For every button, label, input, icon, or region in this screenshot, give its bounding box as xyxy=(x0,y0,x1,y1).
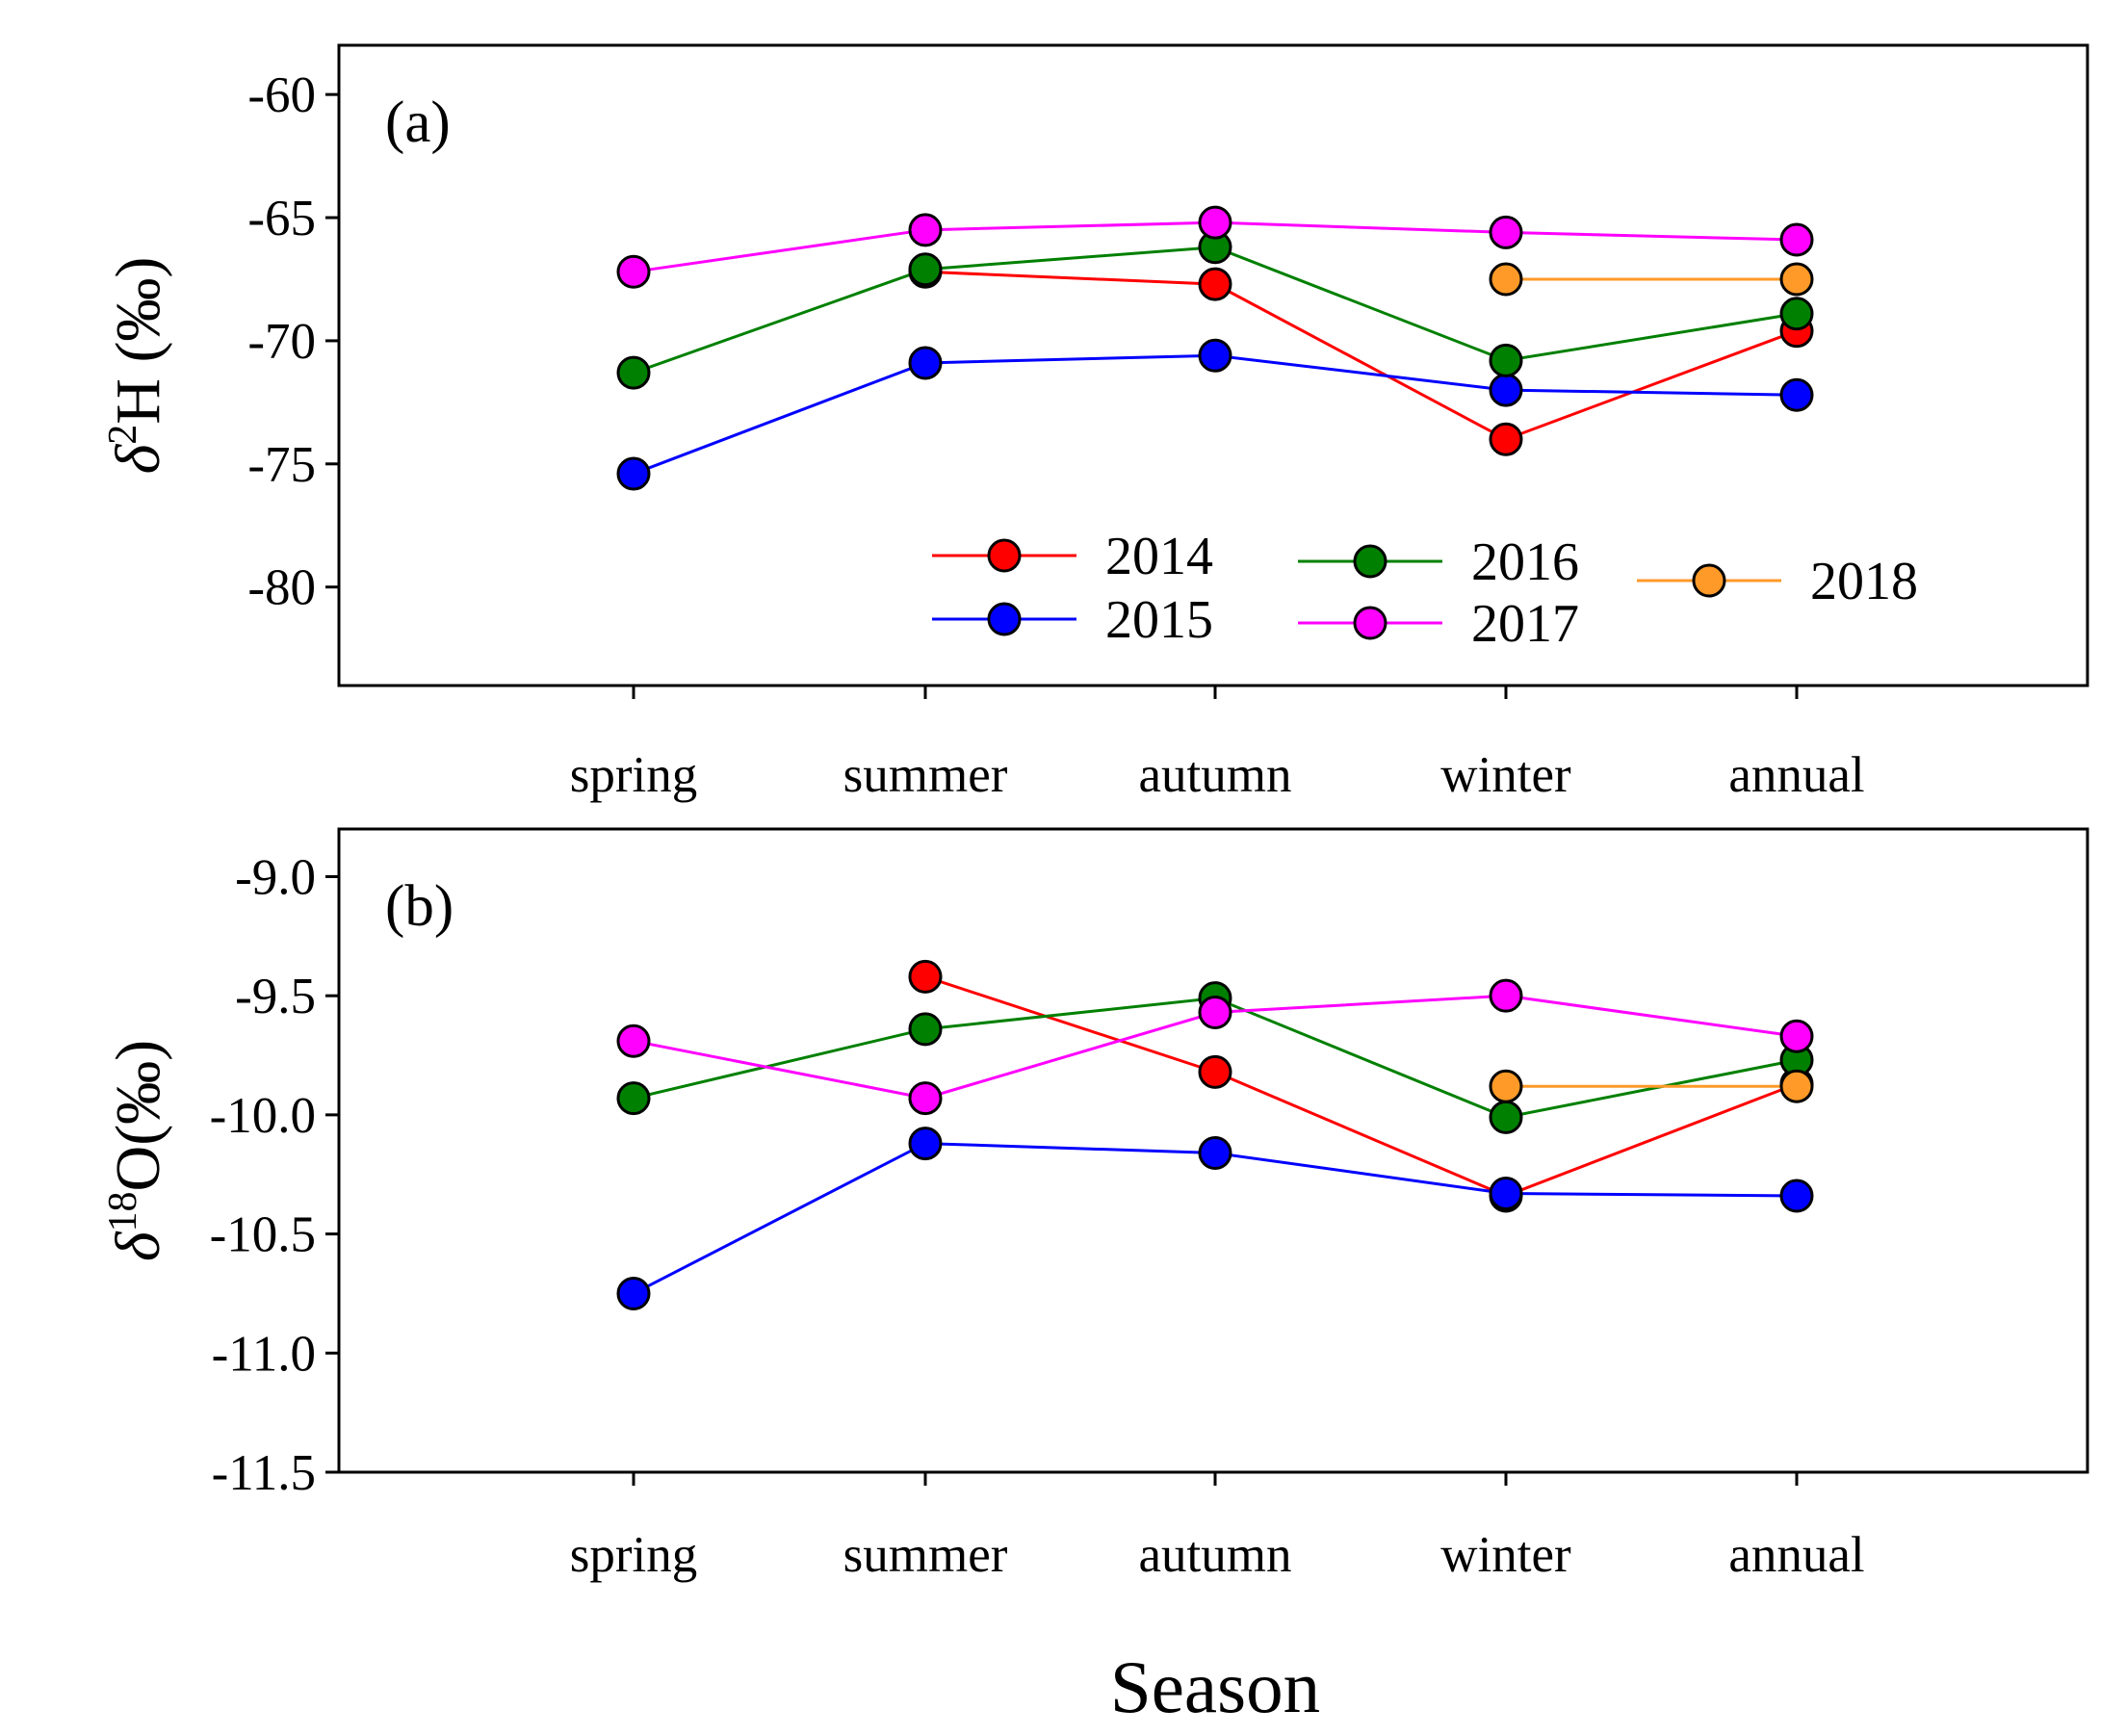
x-tick-label-summer: summer xyxy=(843,747,1008,803)
x-tick-label-annual: annual xyxy=(1728,747,1864,803)
data-point-2015-summer xyxy=(908,346,943,380)
data-point-2017-winter xyxy=(1489,978,1523,1013)
legend-label-2014: 2014 xyxy=(1105,527,1213,586)
legend-label-2017: 2017 xyxy=(1471,594,1579,654)
legend-marker-2018 xyxy=(1692,563,1726,598)
data-point-2018-annual xyxy=(1779,262,1814,297)
data-point-2015-annual xyxy=(1779,377,1814,412)
data-point-2017-annual xyxy=(1779,222,1814,257)
y-axis-title-symbol: δ xyxy=(103,443,173,474)
y-axis-title-symbol: δ xyxy=(103,1231,173,1261)
data-point-2016-winter xyxy=(1489,343,1523,377)
x-tick-label-spring: spring xyxy=(570,1527,698,1583)
series-line-2014 xyxy=(924,974,1798,1198)
data-point-2015-winter xyxy=(1489,373,1523,407)
y-axis-title: δ2H (‰) xyxy=(101,257,173,475)
data-point-2015-winter xyxy=(1489,1177,1523,1211)
data-point-2015-autumn xyxy=(1198,1135,1232,1170)
panel-label: (a) xyxy=(385,91,451,155)
y-axis-title-superscript: 2 xyxy=(101,425,145,445)
y-tick-label: -9.0 xyxy=(235,849,316,905)
data-point-2016-spring xyxy=(616,355,651,390)
y-tick-label: -80 xyxy=(247,560,316,616)
y-tick-label: -75 xyxy=(247,437,316,493)
x-tick-label-annual: annual xyxy=(1728,1527,1864,1583)
data-point-2015-spring xyxy=(616,456,651,491)
data-point-2018-winter xyxy=(1489,262,1523,297)
x-tick-label-autumn: autumn xyxy=(1139,747,1292,803)
data-point-2015-summer xyxy=(908,1127,943,1161)
series-line-2014 xyxy=(924,270,1798,441)
data-point-2016-summer xyxy=(908,252,943,287)
data-point-2017-spring xyxy=(616,1023,651,1058)
y-axis-title-superscript: 18 xyxy=(101,1191,145,1231)
y-tick-label: -70 xyxy=(247,314,316,370)
y-tick-label: -11.0 xyxy=(212,1326,316,1382)
data-point-2014-autumn xyxy=(1198,1054,1232,1089)
data-point-2017-summer xyxy=(908,213,943,247)
data-point-2014-autumn xyxy=(1198,267,1232,301)
x-tick-label-autumn: autumn xyxy=(1139,1527,1292,1583)
data-point-2015-spring xyxy=(616,1276,651,1310)
data-point-2016-summer xyxy=(908,1012,943,1047)
data-point-2016-spring xyxy=(616,1081,651,1116)
legend-marker-2016 xyxy=(1353,544,1387,579)
y-tick-label: -10.5 xyxy=(210,1207,316,1263)
chart-panel-a: -60 -65 -70 -75 -80 spring summer autumn winter a… xyxy=(101,43,2089,803)
legend-label-2016: 2016 xyxy=(1471,532,1579,592)
legend-marker-2015 xyxy=(987,602,1022,636)
data-point-2014-winter xyxy=(1489,422,1523,456)
y-tick-label: -65 xyxy=(247,191,316,246)
data-point-2017-autumn xyxy=(1198,205,1232,240)
y-axis-title-rest: O(‰) xyxy=(103,1040,173,1192)
panel-label: (b) xyxy=(385,874,454,939)
y-tick-label: -10.0 xyxy=(210,1088,316,1144)
data-point-2017-winter xyxy=(1489,215,1523,249)
x-axis-title: Season xyxy=(1110,1645,1320,1728)
y-tick-label: -11.5 xyxy=(212,1445,316,1501)
data-point-2017-summer xyxy=(908,1081,943,1116)
legend-label-2015: 2015 xyxy=(1105,590,1213,650)
data-point-2015-autumn xyxy=(1198,338,1232,373)
x-tick-label-winter: winter xyxy=(1440,747,1571,803)
data-point-2018-winter xyxy=(1489,1069,1523,1103)
x-tick-label-spring: spring xyxy=(570,747,698,803)
data-point-2015-annual xyxy=(1779,1179,1814,1213)
data-point-2016-winter xyxy=(1489,1100,1523,1134)
x-tick-label-winter: winter xyxy=(1440,1527,1571,1583)
y-tick-label: -9.5 xyxy=(235,969,316,1024)
data-point-2017-autumn xyxy=(1198,996,1232,1030)
data-point-2014-summer xyxy=(908,959,943,994)
legend-marker-2014 xyxy=(987,538,1022,573)
series-line-2015 xyxy=(633,353,1798,476)
plot-frame xyxy=(337,43,2089,687)
y-axis-title: δ18O(‰) xyxy=(101,1040,173,1261)
y-tick-label: -60 xyxy=(247,67,316,123)
data-point-2016-annual xyxy=(1779,297,1814,331)
chart-panel-b: -9.0 -9.5 -10.0 -10.5 -11.0 -11.5 spring summer… xyxy=(101,827,2089,1583)
data-point-2018-annual xyxy=(1779,1069,1814,1103)
data-point-2017-annual xyxy=(1779,1019,1814,1053)
legend-marker-2017 xyxy=(1353,606,1387,640)
x-tick-label-summer: summer xyxy=(843,1527,1008,1583)
y-axis-title-rest: H (‰) xyxy=(103,257,173,425)
data-point-2017-spring xyxy=(616,254,651,289)
plot-frame xyxy=(337,827,2089,1474)
legend-label-2018: 2018 xyxy=(1810,552,1918,611)
